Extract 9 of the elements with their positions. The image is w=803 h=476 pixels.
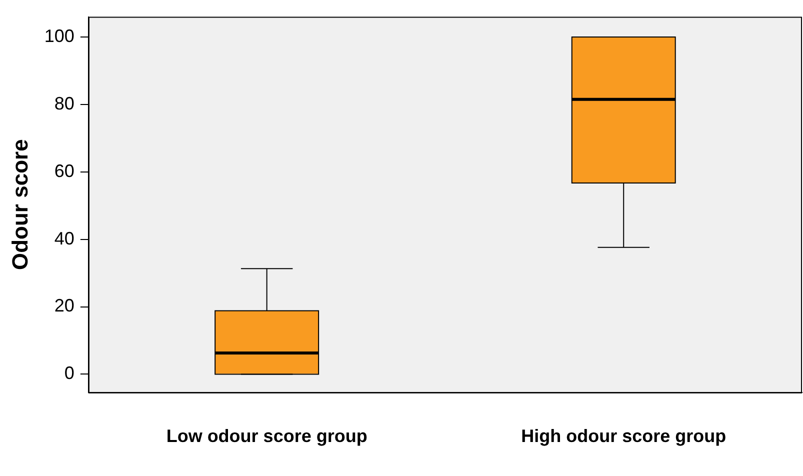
y-tick-label: 40 — [54, 228, 74, 248]
x-tick-label: Low odour score group — [166, 426, 368, 446]
y-tick-label: 100 — [44, 26, 74, 46]
y-axis-title: Odour score — [7, 139, 32, 270]
y-tick-label: 0 — [64, 363, 74, 384]
x-tick-label: High odour score group — [521, 426, 726, 446]
y-tick-label: 20 — [54, 296, 74, 316]
y-tick-label: 80 — [54, 93, 74, 114]
y-tick-label: 60 — [54, 160, 74, 181]
